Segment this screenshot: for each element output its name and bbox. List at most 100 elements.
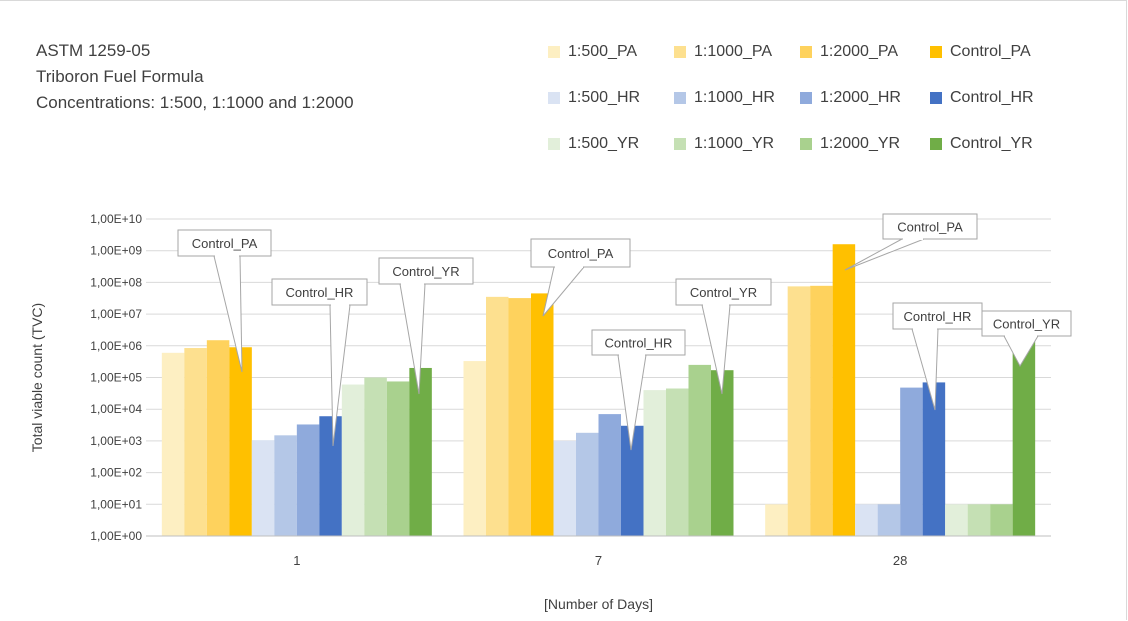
bar <box>1012 340 1036 536</box>
legend-swatch <box>674 46 686 58</box>
bar <box>296 424 320 536</box>
bar <box>765 504 788 536</box>
bar <box>409 367 432 536</box>
legend-label: 1:2000_PA <box>820 43 898 60</box>
legend-label: 1:500_PA <box>568 43 638 60</box>
bar <box>666 388 689 536</box>
callout-pointer <box>844 238 925 271</box>
legend-item: 1:500_HR <box>548 87 674 109</box>
bar <box>855 504 878 536</box>
legend-item: 1:1000_YR <box>674 133 800 155</box>
callout-label: Control_HR <box>286 285 354 300</box>
legend-swatch <box>548 92 560 104</box>
legend-item: 1:1000_PA <box>674 41 800 63</box>
bar <box>576 432 599 536</box>
callout-box <box>177 229 272 257</box>
legend-label: 1:500_HR <box>568 89 641 106</box>
bar <box>161 352 185 536</box>
legend-swatch <box>548 138 560 150</box>
bar <box>832 244 856 536</box>
bar <box>711 370 734 536</box>
bar <box>251 440 275 536</box>
bar <box>508 298 531 536</box>
legend-label: 1:1000_YR <box>694 135 775 152</box>
x-tick-label: 7 <box>595 553 602 568</box>
legend-swatch <box>800 92 812 104</box>
bar <box>877 504 901 536</box>
legend-item: 1:2000_PA <box>800 41 930 63</box>
bar <box>688 364 711 536</box>
callout-label: Control_HR <box>605 336 673 351</box>
legend-swatch <box>930 138 942 150</box>
bar <box>900 387 923 536</box>
callout-label: Control_YR <box>690 285 757 300</box>
callout-label: Control_YR <box>993 317 1060 332</box>
bar <box>486 296 509 536</box>
x-tick-label: 1 <box>293 553 300 568</box>
legend-label: 1:1000_HR <box>694 89 775 106</box>
legend-item: Control_PA <box>930 41 1056 63</box>
bar <box>553 440 576 536</box>
legend-swatch <box>674 138 686 150</box>
callout-label: Control_HR <box>904 309 972 324</box>
bar <box>945 504 968 536</box>
x-axis-label: [Number of Days] <box>544 596 653 612</box>
bar <box>621 425 644 536</box>
legend-swatch <box>930 46 942 58</box>
callout-box <box>892 302 983 330</box>
bar <box>531 293 554 536</box>
chart-legend: 1:500_PA 1:1000_PA 1:2000_PA Control_PA 1:50… <box>548 41 1056 179</box>
chart-title-line-2: Triboron Fuel Formula <box>36 67 204 86</box>
legend-item: 1:2000_YR <box>800 133 930 155</box>
bar <box>319 416 342 536</box>
y-axis-label: Total viable count (TVC) <box>29 303 45 452</box>
callout-box <box>271 278 368 306</box>
legend-swatch <box>674 92 686 104</box>
bar <box>274 435 297 536</box>
y-tick-label: 1,00E+05 <box>90 371 142 385</box>
callout-label: Control_PA <box>548 246 614 261</box>
y-tick-label: 1,00E+01 <box>90 497 142 511</box>
legend-label: Control_PA <box>950 43 1031 60</box>
y-tick-label: 1,00E+00 <box>90 529 142 543</box>
legend-item: 1:1000_HR <box>674 87 800 109</box>
callout-label: Control_YR <box>392 264 459 279</box>
y-tick-label: 1,00E+06 <box>90 339 142 353</box>
bar <box>787 286 811 536</box>
legend-item: Control_HR <box>930 87 1056 109</box>
bar <box>967 504 991 536</box>
bar <box>810 285 833 536</box>
callout-box <box>675 278 772 306</box>
chart-title-line-1: ASTM 1259-05 <box>36 41 151 60</box>
bar <box>643 390 666 536</box>
callout-pointer <box>542 266 586 317</box>
callout-box <box>882 213 978 240</box>
y-tick-label: 1,00E+09 <box>90 244 142 258</box>
legend-label: 1:500_YR <box>568 135 640 152</box>
x-tick-label: 28 <box>893 553 907 568</box>
legend-swatch <box>548 46 560 58</box>
bar <box>364 377 387 536</box>
legend-label: Control_HR <box>950 89 1034 106</box>
legend-label: 1:2000_HR <box>820 89 901 106</box>
y-tick-label: 1,00E+02 <box>90 466 142 480</box>
legend-label: Control_YR <box>950 135 1033 152</box>
legend-item: Control_YR <box>930 133 1056 155</box>
y-tick-label: 1,00E+10 <box>90 212 142 226</box>
y-tick-label: 1,00E+03 <box>90 434 142 448</box>
callout-box <box>981 310 1072 337</box>
legend-item: 1:2000_HR <box>800 87 930 109</box>
y-tick-label: 1,00E+08 <box>90 275 142 289</box>
chart-title-block: ASTM 1259-05 Triboron Fuel Formula Conce… <box>36 38 354 116</box>
y-tick-label: 1,00E+04 <box>90 402 142 416</box>
bar <box>463 361 486 536</box>
bar <box>990 504 1013 536</box>
legend-row: 1:500_HR 1:1000_HR 1:2000_HR Control_HR <box>548 87 1056 133</box>
callout-label: Control_PA <box>897 220 963 235</box>
bar <box>184 348 207 536</box>
callout-box <box>378 257 474 285</box>
legend-item: 1:500_YR <box>548 133 674 155</box>
legend-item: 1:500_PA <box>548 41 674 63</box>
